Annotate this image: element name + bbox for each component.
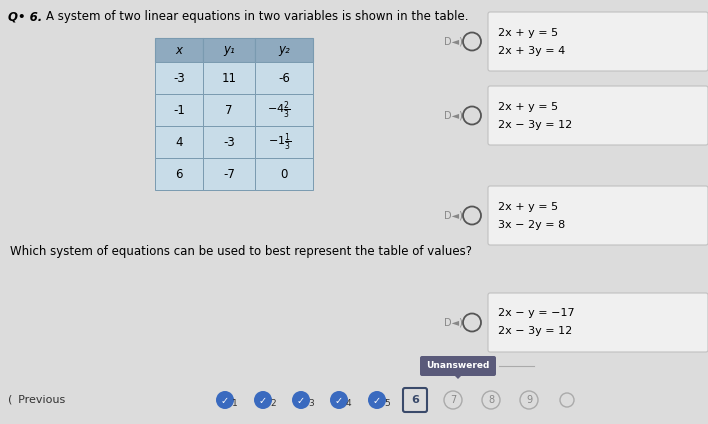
FancyBboxPatch shape bbox=[255, 94, 313, 126]
Text: 4: 4 bbox=[176, 136, 183, 148]
Text: 7: 7 bbox=[225, 103, 233, 117]
Text: 2x + y = 5: 2x + y = 5 bbox=[498, 101, 558, 112]
Text: 8: 8 bbox=[488, 395, 494, 405]
FancyBboxPatch shape bbox=[203, 126, 255, 158]
Text: 6: 6 bbox=[176, 167, 183, 181]
Text: 2x + y = 5: 2x + y = 5 bbox=[498, 28, 558, 37]
Text: 11: 11 bbox=[222, 72, 236, 84]
Text: -1: -1 bbox=[173, 103, 185, 117]
FancyBboxPatch shape bbox=[488, 12, 708, 71]
Text: y₂: y₂ bbox=[278, 44, 290, 56]
Text: (  Previous: ( Previous bbox=[8, 395, 65, 405]
FancyBboxPatch shape bbox=[488, 186, 708, 245]
Text: y₁: y₁ bbox=[223, 44, 235, 56]
Text: Unanswered: Unanswered bbox=[426, 362, 490, 371]
FancyBboxPatch shape bbox=[203, 62, 255, 94]
Text: ✓: ✓ bbox=[259, 396, 267, 406]
FancyBboxPatch shape bbox=[420, 356, 496, 376]
Text: -7: -7 bbox=[223, 167, 235, 181]
Text: 1: 1 bbox=[232, 399, 238, 407]
Text: A system of two linear equations in two variables is shown in the table.: A system of two linear equations in two … bbox=[46, 10, 469, 23]
Text: D◄): D◄) bbox=[444, 36, 463, 47]
Circle shape bbox=[292, 391, 310, 409]
Text: Which system of equations can be used to best represent the table of values?: Which system of equations can be used to… bbox=[10, 245, 472, 258]
Text: 3: 3 bbox=[308, 399, 314, 407]
Text: -3: -3 bbox=[173, 72, 185, 84]
Polygon shape bbox=[453, 374, 463, 379]
FancyBboxPatch shape bbox=[203, 158, 255, 190]
Text: 4: 4 bbox=[346, 399, 352, 407]
Text: 2x − 3y = 12: 2x − 3y = 12 bbox=[498, 326, 572, 337]
FancyBboxPatch shape bbox=[155, 158, 203, 190]
Text: $-1\frac{1}{3}$: $-1\frac{1}{3}$ bbox=[268, 131, 292, 153]
Text: 3x − 2y = 8: 3x − 2y = 8 bbox=[498, 220, 565, 229]
Text: -3: -3 bbox=[223, 136, 235, 148]
Text: x: x bbox=[176, 44, 183, 56]
Circle shape bbox=[254, 391, 272, 409]
Text: 7: 7 bbox=[450, 395, 456, 405]
Text: D◄): D◄) bbox=[444, 318, 463, 327]
FancyBboxPatch shape bbox=[155, 62, 203, 94]
FancyBboxPatch shape bbox=[255, 126, 313, 158]
Text: ✓: ✓ bbox=[221, 396, 229, 406]
FancyBboxPatch shape bbox=[255, 38, 313, 62]
Text: ✓: ✓ bbox=[335, 396, 343, 406]
Text: 9: 9 bbox=[526, 395, 532, 405]
FancyBboxPatch shape bbox=[155, 94, 203, 126]
Circle shape bbox=[330, 391, 348, 409]
FancyBboxPatch shape bbox=[255, 158, 313, 190]
FancyBboxPatch shape bbox=[488, 86, 708, 145]
Text: ✓: ✓ bbox=[373, 396, 381, 406]
Circle shape bbox=[368, 391, 386, 409]
Text: 2x + y = 5: 2x + y = 5 bbox=[498, 201, 558, 212]
Text: ✓: ✓ bbox=[297, 396, 305, 406]
Text: D◄): D◄) bbox=[444, 111, 463, 120]
FancyBboxPatch shape bbox=[203, 94, 255, 126]
Text: D◄): D◄) bbox=[444, 210, 463, 220]
Text: 2: 2 bbox=[270, 399, 275, 407]
Text: 0: 0 bbox=[280, 167, 287, 181]
Text: 2x − 3y = 12: 2x − 3y = 12 bbox=[498, 120, 572, 129]
Text: 6: 6 bbox=[411, 395, 419, 405]
FancyBboxPatch shape bbox=[203, 38, 255, 62]
FancyBboxPatch shape bbox=[255, 62, 313, 94]
Text: 5: 5 bbox=[384, 399, 389, 407]
FancyBboxPatch shape bbox=[488, 293, 708, 352]
Text: 2x − y = −17: 2x − y = −17 bbox=[498, 309, 575, 318]
FancyBboxPatch shape bbox=[155, 126, 203, 158]
Circle shape bbox=[216, 391, 234, 409]
Text: -6: -6 bbox=[278, 72, 290, 84]
Text: Q• 6.: Q• 6. bbox=[8, 10, 42, 23]
Text: $-4\frac{2}{3}$: $-4\frac{2}{3}$ bbox=[268, 99, 291, 121]
FancyBboxPatch shape bbox=[155, 38, 203, 62]
Text: 2x + 3y = 4: 2x + 3y = 4 bbox=[498, 45, 565, 56]
